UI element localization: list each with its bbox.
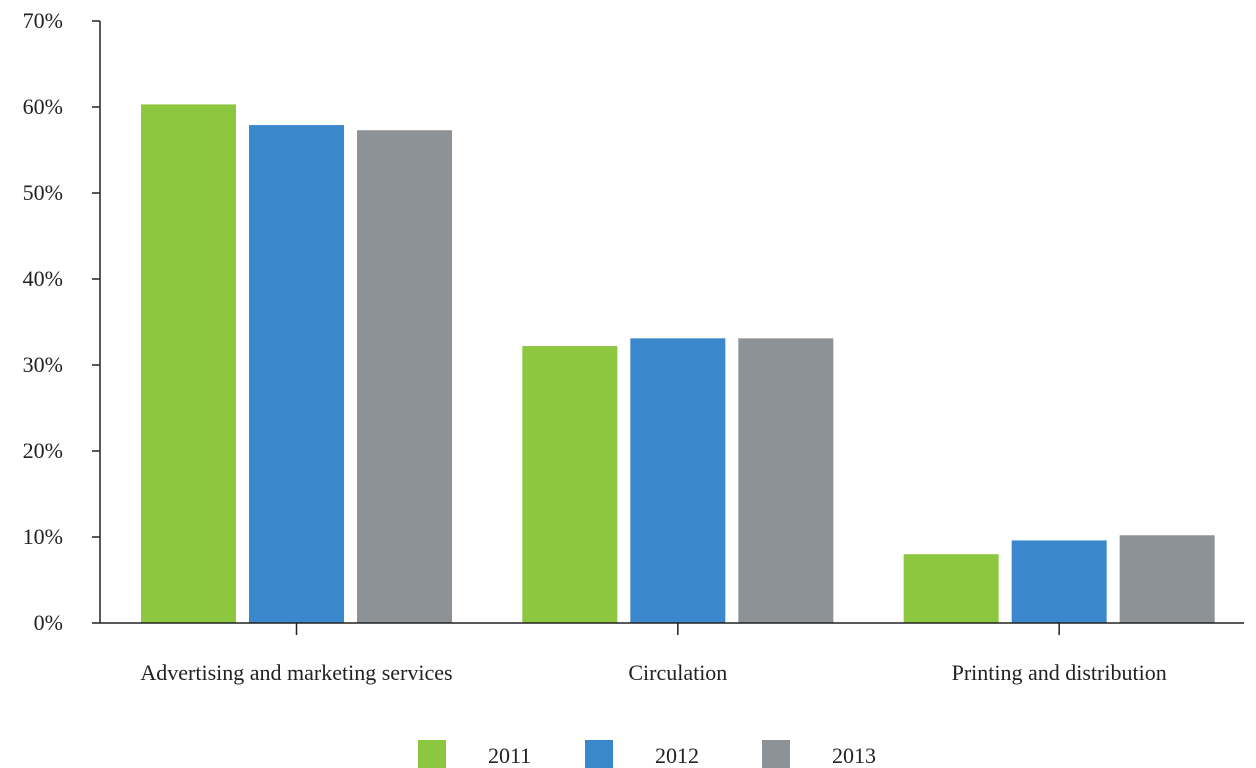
y-tick-label: 40% — [23, 266, 63, 291]
legend-swatch-2011 — [418, 740, 446, 768]
y-tick-label: 0% — [34, 610, 63, 635]
x-axis: Advertising and marketing services Circul… — [100, 622, 1244, 685]
legend-swatch-2012 — [585, 740, 613, 768]
x-category-label: Advertising and marketing services — [140, 660, 452, 685]
y-tick-label: 50% — [23, 180, 63, 205]
y-tick-label: 60% — [23, 94, 63, 119]
x-category-label: Printing and distribution — [952, 660, 1167, 685]
bar-2011-1 — [522, 346, 618, 623]
bar-2013-2 — [1119, 535, 1215, 623]
y-tick-label: 70% — [23, 8, 63, 33]
y-tick-label: 20% — [23, 438, 63, 463]
bar-2011-2 — [903, 554, 999, 623]
bar-2011-0 — [141, 104, 236, 624]
y-axis: 0% 10% 20% 30% 40% 50% 60% 70% — [23, 8, 101, 635]
legend-label-2012: 2012 — [655, 743, 699, 768]
legend-label-2011: 2011 — [488, 743, 531, 768]
legend-label-2013: 2013 — [832, 743, 876, 768]
x-category-label: Circulation — [628, 660, 727, 685]
bar-2013-1 — [738, 338, 834, 623]
bar-2012-1 — [630, 338, 726, 623]
bar-2012-2 — [1011, 540, 1107, 623]
y-tick-label: 30% — [23, 352, 63, 377]
legend: 2011 2012 2013 — [418, 740, 876, 768]
y-tick-label: 10% — [23, 524, 63, 549]
legend-swatch-2013 — [762, 740, 790, 768]
bar-2013-0 — [357, 130, 452, 623]
bars — [141, 104, 1215, 624]
bar-2012-0 — [249, 125, 344, 623]
